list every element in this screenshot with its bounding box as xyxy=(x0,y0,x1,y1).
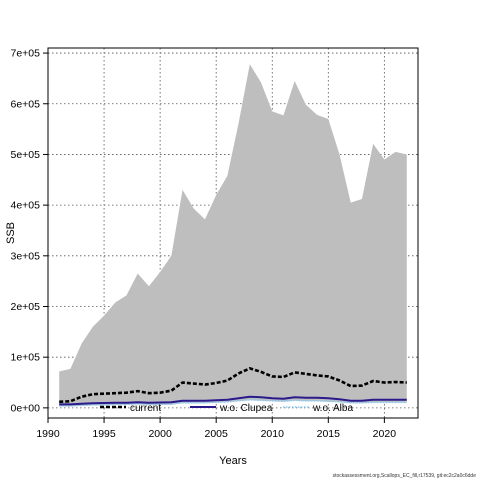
series-line-w-o-alba xyxy=(59,398,407,407)
series-line-w-o-clupea xyxy=(59,395,407,406)
y-tick-label: 7e+05 xyxy=(11,48,41,60)
legend-label: w.o. Alba xyxy=(312,403,353,414)
x-axis-title: Years xyxy=(219,455,247,467)
legend-label: current xyxy=(130,403,161,414)
y-axis: 0e+00 1e+05 2e+05 3e+05 4e+05 5e+05 6e+05 7e+05 xyxy=(11,48,48,414)
confidence-band-layer xyxy=(59,64,407,407)
y-tick-label: 6e+05 xyxy=(11,98,41,110)
plot-frame xyxy=(47,47,419,419)
footer-source-text: stockassessment.org,Scallops_EC_fill,r17… xyxy=(333,473,477,479)
x-tick-label: 2020 xyxy=(373,428,397,440)
x-tick-label: 2010 xyxy=(261,428,285,440)
x-tick-label: 1995 xyxy=(92,428,116,440)
x-tick-label: 1990 xyxy=(36,428,60,440)
x-tick-label: 2015 xyxy=(317,428,341,440)
y-axis-title: SSB xyxy=(5,222,17,244)
y-tick-label: 1e+05 xyxy=(11,352,41,364)
y-tick-label: 3e+05 xyxy=(11,250,41,262)
legend: current w.o. Clupea w.o. Alba xyxy=(100,403,353,414)
legend-label: w.o. Clupea xyxy=(219,403,273,414)
y-tick-label: 4e+05 xyxy=(11,200,41,212)
x-tick-label: 2000 xyxy=(148,428,172,440)
series-line-current xyxy=(59,367,407,404)
x-tick-label: 2005 xyxy=(205,428,229,440)
series-layer xyxy=(59,367,407,407)
x-axis: 1990 1995 2000 2005 2010 2015 2020 xyxy=(36,418,396,440)
y-tick-label: 5e+05 xyxy=(11,149,41,161)
y-tick-label: 0e+00 xyxy=(11,402,41,414)
y-tick-label: 2e+05 xyxy=(11,301,41,313)
confidence-band xyxy=(59,64,407,407)
